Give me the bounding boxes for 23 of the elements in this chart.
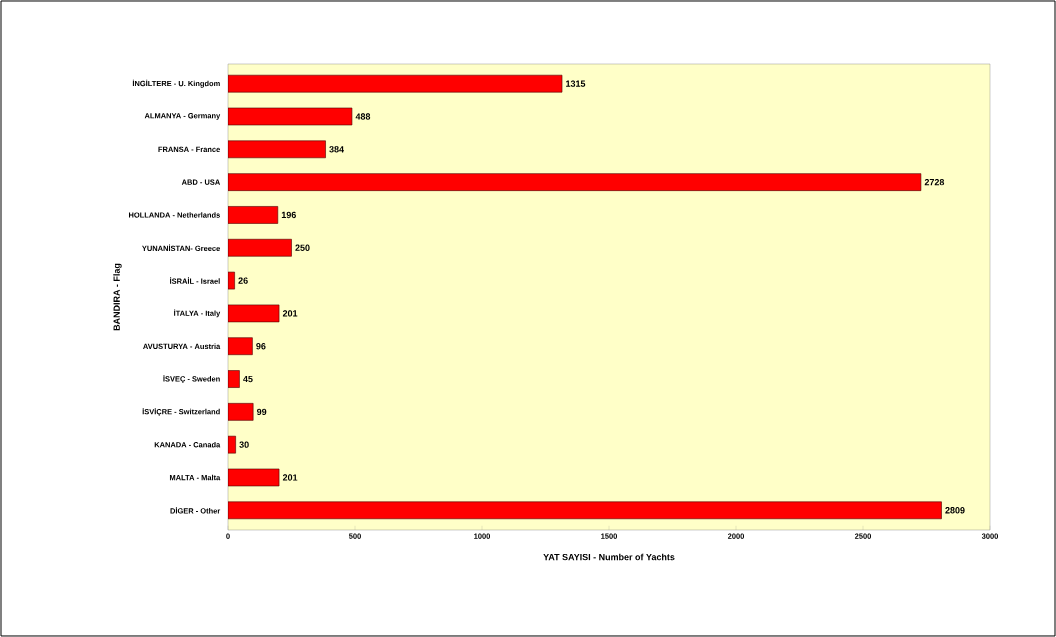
data-label: 201 [282,310,298,317]
data-label: 196 [281,211,296,219]
x-axis-title: YAT SAYISI - Number of Yachts [543,553,675,561]
data-label: 1315 [566,80,586,87]
bar [228,403,254,421]
bar [228,501,942,520]
data-label: 201 [282,474,298,481]
y-axis-title: BANDIRA - Flag [113,263,122,331]
data-label: 30 [239,441,249,448]
data-label: 96 [256,343,266,350]
bar [228,74,563,93]
bar [228,238,292,257]
data-label: 250 [295,244,310,251]
bar [228,173,922,191]
data-label: 2728 [924,178,945,186]
bar [228,140,326,159]
data-label: 384 [329,146,344,153]
data-label: 488 [355,113,371,120]
data-label: 26 [238,277,248,284]
bar [228,206,279,224]
data-label: 99 [256,408,267,416]
data-label: 2809 [945,507,965,514]
data-label: 45 [243,375,253,383]
